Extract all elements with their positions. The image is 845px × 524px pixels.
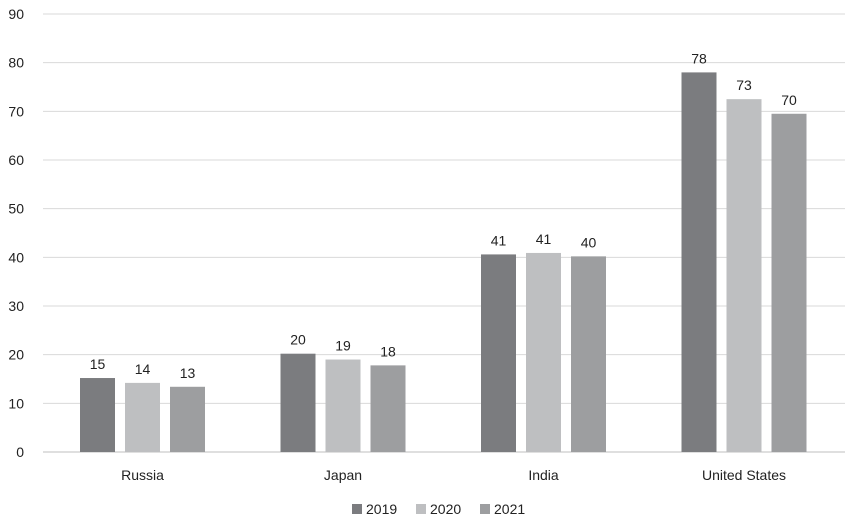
- x-category-label: United States: [702, 467, 786, 483]
- data-label: 15: [90, 356, 106, 372]
- y-tick-label: 40: [8, 249, 24, 265]
- data-label: 70: [781, 92, 797, 108]
- bar-2020-japan: [325, 359, 361, 452]
- legend-item: 2021: [480, 501, 525, 517]
- data-labels: 15 14 13 20 19 18 41 41 40 78 73 70: [90, 50, 797, 380]
- bars: [80, 72, 807, 453]
- x-category-label: Japan: [324, 467, 362, 483]
- x-axis-categories: Russia Japan India United States: [121, 467, 786, 483]
- data-label: 41: [536, 231, 552, 247]
- legend-item: 2019: [352, 501, 397, 517]
- legend-item: 2020: [416, 501, 461, 517]
- x-category-label: Russia: [121, 467, 164, 483]
- bar-2020-india: [526, 252, 561, 452]
- bar-2021-russia: [170, 386, 205, 452]
- gridlines: [43, 13, 845, 453]
- bar-2019-united-states: [681, 72, 717, 453]
- y-tick-label: 90: [8, 6, 24, 22]
- bar-2019-japan: [280, 353, 316, 452]
- legend-label: 2020: [430, 501, 461, 517]
- bar-2020-russia: [125, 382, 160, 452]
- y-tick-label: 50: [8, 201, 24, 217]
- data-label: 14: [135, 361, 151, 377]
- y-tick-label: 20: [8, 347, 24, 363]
- y-tick-label: 10: [8, 395, 24, 411]
- x-category-label: India: [528, 467, 559, 483]
- y-axis-ticks: 0 10 20 30 40 50 60 70 80 90: [8, 6, 24, 460]
- y-tick-label: 30: [8, 298, 24, 314]
- bar-2021-india: [571, 256, 606, 452]
- legend-label: 2021: [494, 501, 525, 517]
- legend-swatch: [352, 504, 362, 514]
- bar-2021-united-states: [771, 113, 807, 453]
- y-tick-label: 0: [16, 444, 24, 460]
- data-label: 78: [691, 50, 707, 66]
- data-label: 19: [335, 338, 351, 354]
- y-tick-label: 80: [8, 55, 24, 71]
- bar-2019-russia: [80, 378, 115, 452]
- legend: 2019 2020 2021: [352, 501, 525, 517]
- data-label: 40: [581, 234, 597, 250]
- data-label: 73: [736, 77, 752, 93]
- data-label: 41: [491, 232, 507, 248]
- data-label: 20: [290, 332, 306, 348]
- legend-label: 2019: [366, 501, 397, 517]
- bar-2019-india: [481, 254, 516, 452]
- bar-2020-united-states: [726, 99, 762, 453]
- legend-swatch: [480, 504, 490, 514]
- legend-swatch: [416, 504, 426, 514]
- y-tick-label: 60: [8, 152, 24, 168]
- bar-2021-japan: [370, 365, 406, 452]
- y-tick-label: 70: [8, 103, 24, 119]
- data-label: 13: [180, 365, 196, 381]
- data-label: 18: [380, 343, 396, 359]
